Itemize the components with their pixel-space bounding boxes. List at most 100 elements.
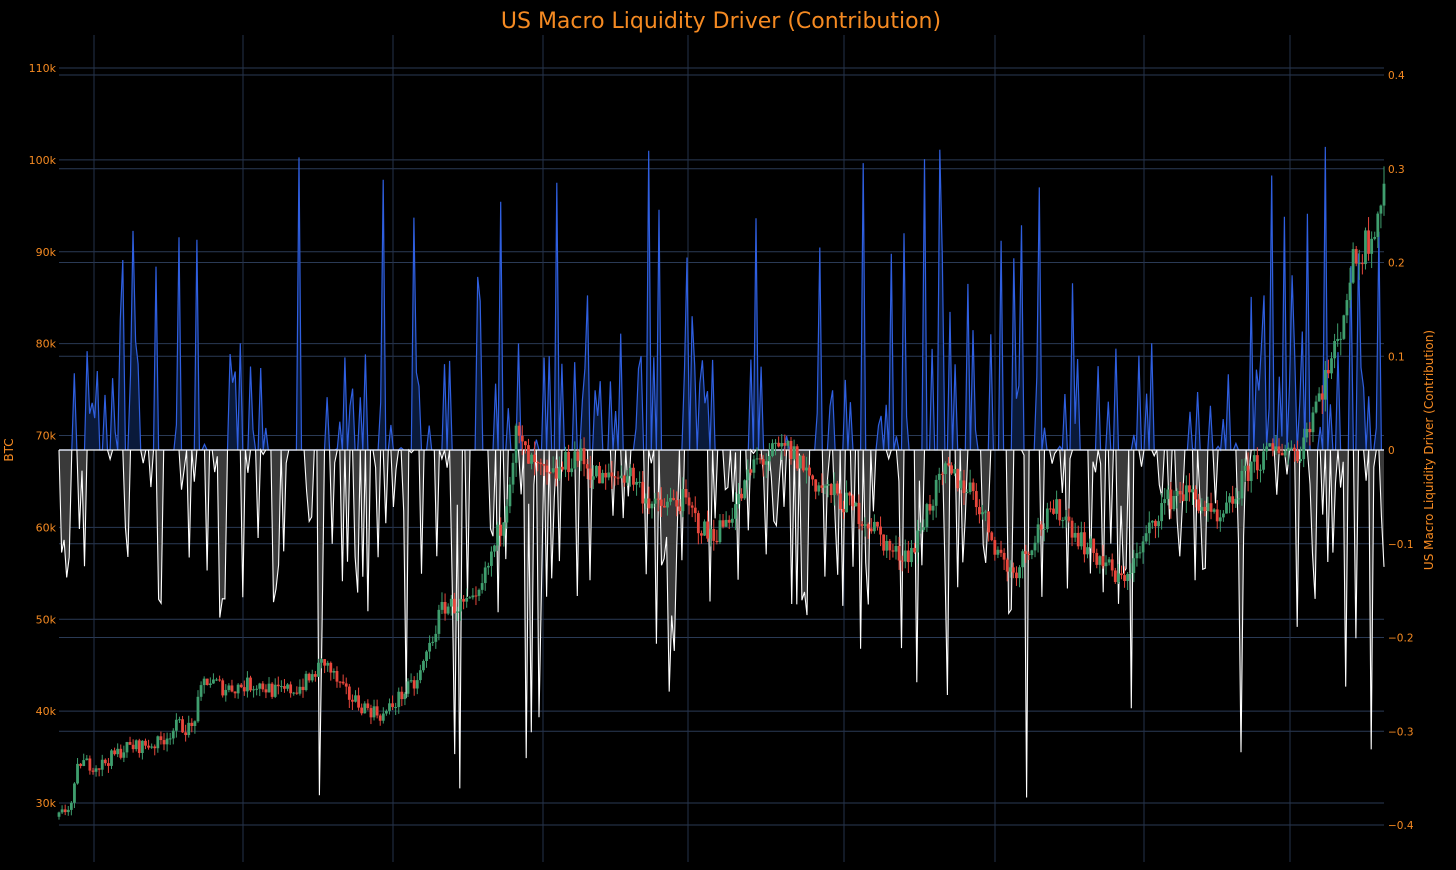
btc-candle-body — [1107, 559, 1111, 563]
btc-candle-body — [360, 707, 364, 714]
btc-candle-body — [1330, 358, 1333, 374]
btc-candle-body — [1005, 559, 1009, 572]
btc-candle-body — [1086, 547, 1089, 555]
btc-candle-body — [270, 683, 274, 697]
btc-candle-body — [168, 738, 172, 740]
btc-candle-body — [258, 683, 262, 689]
y-right-tick-label: 0.2 — [1388, 258, 1405, 270]
btc-candle-body — [894, 545, 898, 552]
btc-candle-body — [733, 504, 737, 519]
btc-candle-body — [97, 768, 101, 770]
btc-candle-body — [443, 601, 447, 614]
btc-candle-body — [317, 662, 320, 677]
btc-candle-body — [239, 684, 243, 688]
btc-candle-body — [650, 503, 654, 509]
btc-candle-body — [567, 451, 571, 473]
btc-candle-body — [335, 671, 339, 682]
btc-candle-body — [110, 750, 113, 766]
btc-candle-body — [798, 455, 802, 469]
btc-candle-body — [965, 492, 969, 494]
y-left-tick-label: 90k — [36, 246, 57, 259]
btc-candle-body — [808, 467, 811, 476]
btc-candle-body — [85, 758, 89, 761]
btc-candle-body — [1348, 282, 1352, 301]
btc-candle-body — [1351, 249, 1355, 283]
y-right-tick-label: −0.3 — [1388, 726, 1414, 738]
btc-candle-body — [483, 567, 487, 584]
btc-candle-body — [564, 451, 567, 470]
y-right-tick-label: −0.2 — [1388, 633, 1414, 645]
btc-candle-body — [1197, 499, 1201, 511]
btc-candle-body — [320, 659, 323, 663]
btc-candle-body — [839, 493, 842, 509]
btc-candle-body — [548, 472, 552, 474]
y-right-tick-label: −0.1 — [1388, 539, 1414, 551]
btc-candle-body — [174, 719, 178, 731]
btc-candle-body — [437, 609, 441, 634]
btc-candle-body — [304, 673, 308, 691]
btc-candle-body — [1327, 370, 1330, 374]
btc-candle-body — [140, 740, 144, 753]
btc-candle-body — [1262, 451, 1265, 470]
btc-candle-body — [647, 498, 651, 509]
btc-candle-body — [159, 736, 163, 741]
btc-candle-body — [959, 480, 963, 489]
btc-candle-body — [1120, 573, 1123, 576]
btc-candle-body — [1308, 428, 1312, 433]
btc-candle-body — [471, 595, 475, 598]
btc-candle-body — [1163, 499, 1167, 504]
btc-candle-body — [1286, 447, 1290, 451]
btc-candle-body — [703, 521, 706, 536]
btc-candle-body — [721, 520, 725, 527]
btc-candle-body — [397, 691, 401, 708]
btc-candle-body — [971, 482, 975, 492]
btc-candle-body — [628, 467, 632, 477]
btc-candle-body — [591, 476, 595, 480]
btc-candle-body — [937, 473, 941, 480]
btc-candle-body — [276, 684, 280, 687]
btc-candle-body — [854, 502, 858, 507]
btc-candle-body — [1246, 465, 1250, 481]
btc-candle-body — [610, 472, 614, 477]
y-left-tick-label: 60k — [36, 521, 57, 534]
btc-candle-body — [1203, 506, 1207, 512]
y-left-tick-label: 30k — [36, 797, 57, 810]
btc-candle-body — [551, 468, 555, 473]
btc-candle-body — [925, 504, 929, 528]
btc-candle-body — [814, 479, 818, 492]
btc-candle-body — [425, 651, 428, 661]
btc-candle-body — [452, 598, 456, 613]
btc-candle-body — [1079, 532, 1083, 547]
btc-candle-body — [1144, 533, 1148, 542]
btc-candle-body — [323, 659, 327, 666]
btc-candle-body — [530, 454, 533, 464]
btc-candle-body — [1141, 541, 1145, 553]
btc-candle-body — [1030, 550, 1034, 556]
btc-candle-body — [1181, 494, 1185, 501]
btc-candle-body — [792, 446, 796, 459]
btc-candle-body — [388, 703, 391, 711]
btc-candle-body — [249, 677, 252, 691]
btc-candle-body — [1042, 528, 1046, 530]
btc-candle-body — [888, 540, 892, 551]
btc-candle-body — [246, 677, 249, 692]
btc-candle-body — [607, 472, 611, 478]
btc-candle-body — [805, 467, 808, 471]
btc-candle-body — [659, 499, 663, 506]
btc-candle-body — [588, 468, 592, 480]
btc-candle-body — [261, 683, 265, 690]
btc-candle-body — [1265, 446, 1269, 452]
btc-candle-body — [1002, 552, 1006, 560]
btc-candle-body — [193, 721, 197, 727]
btc-candle-body — [761, 459, 765, 465]
btc-candle-body — [638, 481, 642, 483]
btc-candle-body — [144, 740, 147, 746]
btc-candle-body — [184, 732, 188, 736]
btc-candle-body — [780, 442, 784, 447]
btc-candle-body — [863, 524, 867, 526]
btc-candle-body — [755, 458, 759, 460]
btc-candle-body — [1283, 450, 1287, 456]
btc-candle-body — [1138, 552, 1142, 554]
btc-candle-body — [1271, 443, 1275, 451]
btc-candle-body — [1280, 452, 1284, 456]
